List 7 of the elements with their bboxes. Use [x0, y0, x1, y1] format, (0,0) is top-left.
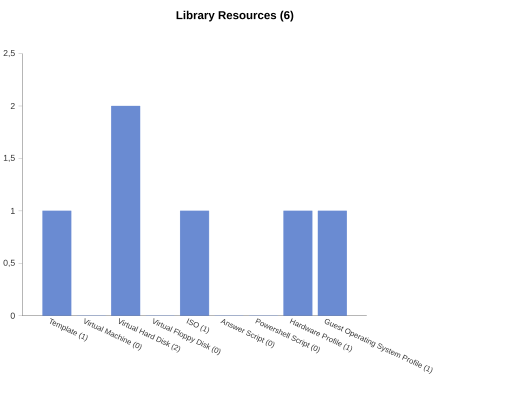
chart-title: Library Resources (6) — [176, 10, 294, 22]
y-tick-label: 2,5 — [4, 50, 15, 57]
y-tick-label: 2 — [10, 102, 15, 109]
y-tick-label: 1,5 — [4, 154, 15, 162]
y-tick-label: 0,5 — [4, 260, 15, 267]
y-tick-label: 1 — [11, 208, 15, 214]
y-tick-label: 0 — [10, 312, 15, 319]
